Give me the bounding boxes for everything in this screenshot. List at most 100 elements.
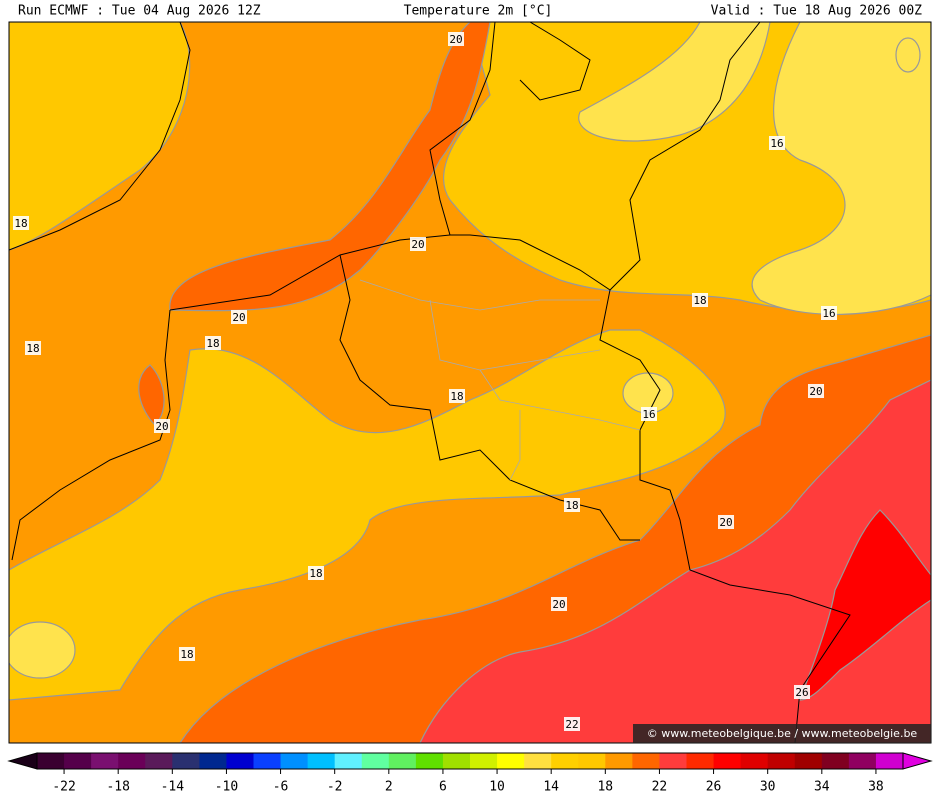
- colorbar-cell: [388, 753, 417, 769]
- colorbar-cell: [334, 753, 363, 769]
- contour-label: 26: [795, 686, 808, 699]
- contour-label: 20: [155, 420, 168, 433]
- colorbar: -22 -18 -14 -10 -6 -2 2 6 10 14 18 22 26 30 34 38: [7, 752, 933, 795]
- label-box: [808, 384, 824, 398]
- colorbar-cell: [875, 753, 904, 769]
- provinces: [359, 279, 641, 481]
- contour-label: 16: [642, 408, 655, 421]
- label-box: [205, 336, 221, 350]
- colorbar-cell: [848, 753, 877, 769]
- contour-label: 18: [309, 567, 322, 580]
- colorbar-tick-label: 22: [652, 780, 668, 795]
- contour-label: 20: [552, 598, 565, 611]
- contour-label: 16: [822, 307, 835, 320]
- label-box: [448, 32, 464, 46]
- zone-14-16: [9, 621, 76, 679]
- colorbar-cell: [280, 753, 309, 769]
- colorbar-cell: [524, 753, 552, 769]
- contour-label: 18: [206, 337, 219, 350]
- colorbar-cell: [821, 753, 850, 769]
- colorbar-cell: [470, 753, 498, 769]
- colorbar-cell: [605, 753, 633, 769]
- label-box: [564, 717, 580, 731]
- colorbar-tick-label: -10: [215, 780, 238, 795]
- colorbar-cell: [497, 753, 525, 769]
- colorbar-cell: [226, 753, 254, 769]
- colorbar-tick-label: -2: [327, 780, 343, 795]
- colorbar-cell: [740, 753, 769, 769]
- colorbar-frame: [36, 752, 904, 770]
- zone-14-16: [578, 22, 771, 142]
- contour-label: 20: [232, 311, 245, 324]
- contour-label: 20: [719, 516, 732, 529]
- colorbar-tick-label: 26: [706, 780, 722, 795]
- contour-label: 18: [450, 390, 463, 403]
- contour-label: 20: [449, 33, 462, 46]
- label-box: [13, 216, 29, 230]
- contour-label: 18: [693, 294, 706, 307]
- label-box: [821, 306, 837, 320]
- colorbar-cell: [659, 753, 687, 769]
- colorbar-tick-label: 10: [489, 780, 505, 795]
- contour-labels: 20 16 18 20 18 16 20 18 18 20 18 16 20 18 20 18 20 18 26 22: [13, 32, 837, 731]
- label-box: [154, 419, 170, 433]
- colorbar-cell: [442, 753, 471, 769]
- label-box: [449, 389, 465, 403]
- colorbar-cell: [361, 753, 390, 769]
- colorbar-cell: [767, 753, 796, 769]
- colorbar-cell: [415, 753, 444, 769]
- colorbar-cell: [794, 753, 823, 769]
- label-box: [564, 498, 580, 512]
- contour-label: 18: [565, 499, 578, 512]
- colorbar-tick-label: 18: [597, 780, 613, 795]
- colorbar-end: [902, 752, 933, 770]
- label-box: [410, 237, 426, 251]
- colorbar-end: [7, 752, 38, 770]
- colorbar-cell: [632, 753, 660, 769]
- label-box: [769, 136, 785, 150]
- label-box: [231, 310, 247, 324]
- colorbar-cell: [253, 753, 282, 769]
- colorbar-cell: [37, 753, 65, 769]
- map: 20 16 18 20 18 16 20 18 18 20 18 16 20 18 20 18 20 18 26 22…: [8, 21, 932, 744]
- colorbar-tick-label: -14: [161, 780, 185, 795]
- colorbar-tick-label: -18: [106, 780, 129, 795]
- colorbar-cell: [91, 753, 119, 769]
- contour-label: 18: [180, 648, 193, 661]
- zone-16-18: [9, 329, 726, 701]
- contour-label: 18: [14, 217, 27, 230]
- contour-label: 20: [411, 238, 424, 251]
- label-box: [692, 293, 708, 307]
- contour-label: 20: [809, 385, 822, 398]
- label-box: [794, 685, 810, 699]
- map-title: Temperature 2m [°C]: [404, 4, 553, 19]
- colorbar-tick-label: -6: [273, 780, 289, 795]
- watermark-box: [633, 724, 931, 743]
- colorbar-cell: [686, 753, 715, 769]
- colorbar-cell: [172, 753, 200, 769]
- colorbar-tick-label: -22: [52, 780, 75, 795]
- colorbar-tick-label: 34: [814, 780, 830, 795]
- colorbar-cell: [713, 753, 742, 769]
- colorbar-tick-label: 14: [543, 780, 559, 795]
- label-box: [551, 597, 567, 611]
- colorbar-cell: [551, 753, 579, 769]
- colorbar-cell: [199, 753, 227, 769]
- valid-info: Valid : Tue 18 Aug 2026 00Z: [711, 4, 922, 19]
- contour-label: 22: [565, 718, 578, 731]
- watermark: © www.meteobelgique.be / www.meteobelgie…: [647, 727, 918, 740]
- label-box: [641, 407, 657, 421]
- colorbar-cell: [578, 753, 606, 769]
- colorbar-cell: [118, 753, 146, 769]
- zone-26-plus: [799, 509, 931, 701]
- contour-label: 16: [770, 137, 783, 150]
- contour-label: 18: [26, 342, 39, 355]
- zone-14-16: [895, 37, 921, 73]
- colorbar-tick-label: 2: [385, 780, 393, 795]
- label-box: [718, 515, 734, 529]
- label-box: [25, 341, 41, 355]
- colorbar-cell: [145, 753, 173, 769]
- colorbar-tick-label: 6: [439, 780, 447, 795]
- colorbar-cell: [307, 753, 336, 769]
- map-frame: [8, 21, 932, 744]
